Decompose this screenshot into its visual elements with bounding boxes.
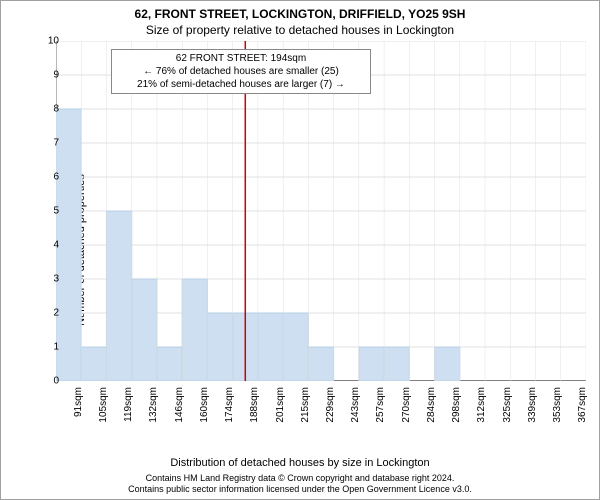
x-tick-label: 91sqm [73,387,84,417]
y-tick-label: 5 [39,206,59,217]
x-tick-label: 160sqm [199,387,210,423]
x-tick-label: 298sqm [451,387,462,423]
x-tick-label: 188sqm [249,387,260,423]
attribution-line-2: Contains public sector information licen… [1,484,599,495]
y-tick-label: 10 [39,36,59,47]
title-sub: Size of property relative to detached ho… [1,23,599,37]
x-tick-label: 367sqm [577,387,588,423]
y-tick-label: 9 [39,70,59,81]
y-tick-label: 0 [39,376,59,387]
x-tick-label: 243sqm [350,387,361,423]
x-tick-label: 270sqm [401,387,412,423]
x-tick-label: 174sqm [224,387,235,423]
x-tick-label: 119sqm [123,387,134,422]
x-tick-label: 146sqm [174,387,185,423]
annotation-line-3: 21% of semi-detached houses are larger (… [118,78,364,91]
x-tick-label: 353sqm [552,387,563,423]
annotation-line-1: 62 FRONT STREET: 194sqm [118,52,364,65]
x-tick-label: 215sqm [300,387,311,423]
x-tick-label: 201sqm [275,387,286,423]
x-tick-label: 284sqm [426,387,437,423]
x-tick-label: 325sqm [502,387,513,423]
y-tick-label: 3 [39,274,59,285]
chart-container: 62, FRONT STREET, LOCKINGTON, DRIFFIELD,… [0,0,600,500]
attribution: Contains HM Land Registry data © Crown c… [1,473,599,495]
y-tick-label: 2 [39,308,59,319]
y-tick-label: 8 [39,104,59,115]
x-tick-label: 339sqm [527,387,538,423]
y-tick-label: 7 [39,138,59,149]
x-axis-label: Distribution of detached houses by size … [1,457,599,469]
x-tick-label: 257sqm [375,387,386,423]
y-tick-label: 4 [39,240,59,251]
y-tick-label: 6 [39,172,59,183]
x-tick-label: 312sqm [476,387,487,423]
x-tick-label: 105sqm [98,387,109,423]
x-tick-label: 132sqm [148,387,159,423]
y-tick-label: 1 [39,342,59,353]
title-main: 62, FRONT STREET, LOCKINGTON, DRIFFIELD,… [1,7,599,21]
plot-area: 62 FRONT STREET: 194sqm ← 76% of detache… [56,41,586,381]
annotation-line-2: ← 76% of detached houses are smaller (25… [118,65,364,78]
x-tick-label: 229sqm [325,387,336,423]
annotation-box: 62 FRONT STREET: 194sqm ← 76% of detache… [111,49,371,94]
attribution-line-1: Contains HM Land Registry data © Crown c… [1,473,599,484]
